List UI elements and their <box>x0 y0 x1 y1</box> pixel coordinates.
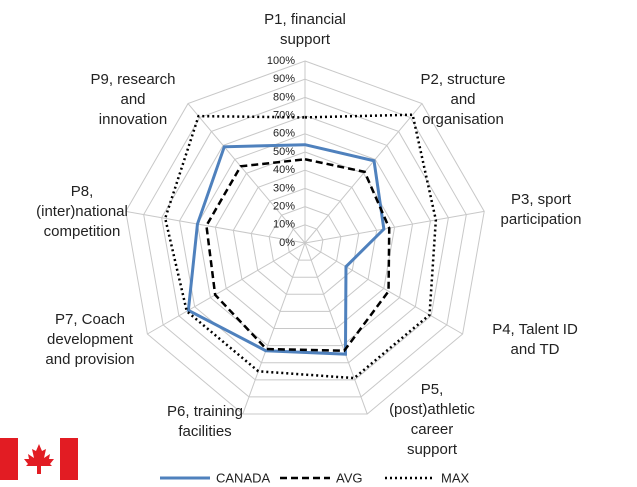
category-label: P9, research and innovation <box>90 71 176 128</box>
grid-ring <box>268 206 342 278</box>
flag-band <box>60 438 78 480</box>
grid-ring <box>286 224 324 261</box>
r-tick-label: 40% <box>273 164 295 176</box>
spoke <box>304 210 485 244</box>
grid-ring <box>250 187 360 295</box>
legend-label: CANADA <box>216 470 271 485</box>
category-label: P5, (post)athletic career support <box>389 381 475 458</box>
spoke <box>147 242 306 335</box>
r-tick-label: 20% <box>273 201 295 213</box>
r-tick-label: 80% <box>273 91 295 103</box>
spoke <box>304 242 463 335</box>
series-line <box>205 158 391 353</box>
grid-ring <box>196 133 414 347</box>
maple-leaf <box>24 444 54 474</box>
spoke <box>125 210 306 244</box>
series-line <box>163 113 438 380</box>
spoke <box>242 242 306 415</box>
spoke <box>304 103 423 244</box>
category-label: P3, sport participation <box>500 191 582 228</box>
series-line <box>186 143 386 356</box>
r-tick-label: 70% <box>273 110 295 122</box>
r-tick-label: 90% <box>273 73 295 85</box>
legend-label: MAX <box>441 470 470 485</box>
spoke <box>304 242 368 415</box>
r-tick-label: 50% <box>273 146 295 158</box>
grid-ring <box>125 60 485 415</box>
flag <box>0 438 78 480</box>
flag-band <box>0 438 18 480</box>
grid-ring <box>232 169 378 312</box>
r-tick-label: 60% <box>273 128 295 140</box>
spoke <box>187 103 306 244</box>
r-tick-label: 10% <box>273 219 295 231</box>
category-label: P1, financial support <box>264 11 346 48</box>
r-tick-label: 0% <box>279 237 295 249</box>
category-label: P2, structure and organisation <box>420 71 506 128</box>
legend-label: AVG <box>336 470 363 485</box>
grid-ring <box>179 115 431 364</box>
category-label: P8, (inter)national competition <box>36 183 128 240</box>
category-label: P6, training facilities <box>167 403 243 440</box>
r-tick-label: 100% <box>267 55 295 67</box>
category-label: P7, Coach development and provision <box>45 311 135 368</box>
category-label: P4, Talent ID and TD <box>492 321 578 358</box>
grid-ring <box>143 78 467 398</box>
r-tick-label: 30% <box>273 182 295 194</box>
grid-ring <box>161 96 449 381</box>
